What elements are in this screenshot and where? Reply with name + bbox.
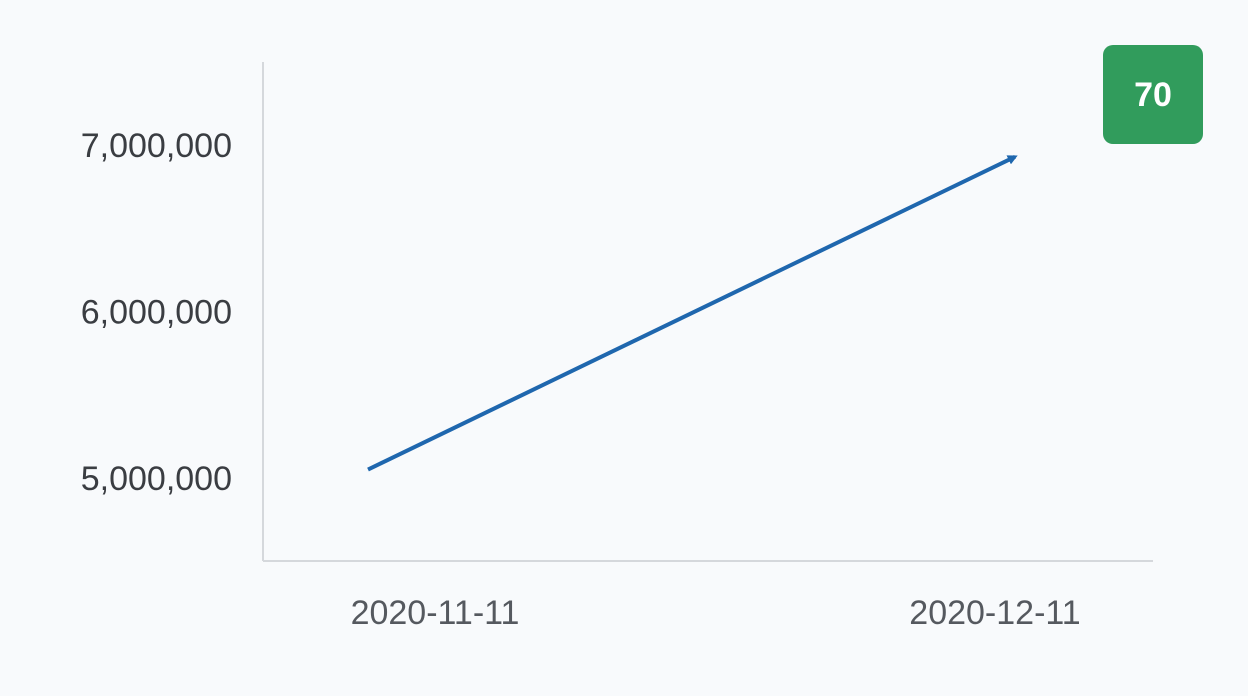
x-tick-label: 2020-11-11: [351, 594, 520, 632]
y-tick-label: 6,000,000: [81, 294, 232, 332]
series-line: [367, 155, 1018, 472]
y-tick-label: 7,000,000: [81, 127, 232, 165]
badge-background: [1103, 45, 1203, 144]
y-tick-label: 5,000,000: [81, 460, 232, 498]
x-tick-label: 2020-12-11: [909, 594, 1080, 632]
value-badge: 70: [1103, 45, 1203, 144]
badge-label: 70: [1134, 76, 1172, 114]
